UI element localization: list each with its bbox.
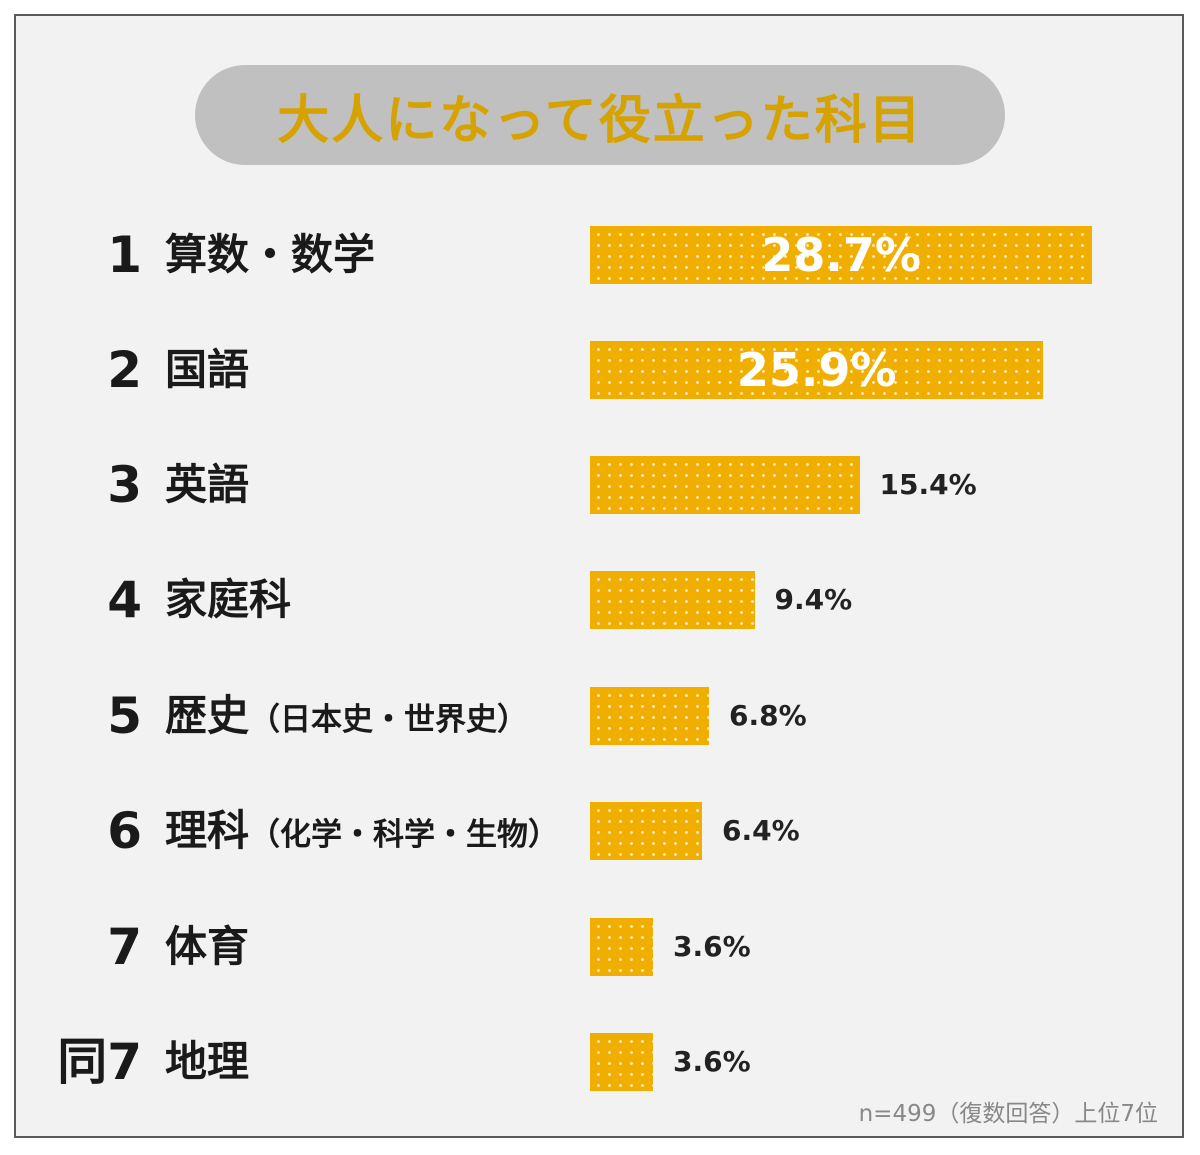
category-name: 家庭科 — [165, 575, 292, 624]
rank-label: 1 — [107, 226, 142, 284]
category-name: 地理 — [165, 1037, 250, 1086]
category-label: 体育 — [165, 917, 249, 977]
category-name: 体育 — [165, 922, 250, 971]
bar — [590, 571, 755, 629]
rank-label: 7 — [107, 918, 142, 976]
bar — [590, 341, 1044, 399]
chart-title: 大人になって役立った科目 — [277, 90, 923, 151]
rank-label: 6 — [107, 802, 142, 860]
category-label: 家庭科 — [165, 570, 291, 630]
data-label: 15.4% — [879, 468, 977, 501]
category-note: （化学・科学・生物） — [249, 817, 560, 853]
category-name: 歴史 — [165, 691, 250, 740]
bar-row: 1 算数・数学 28.7% — [0, 225, 1200, 285]
category-label: 国語 — [165, 340, 249, 400]
category-note: （日本史・世界史） — [249, 702, 529, 738]
category-label: 理科（化学・科学・生物） — [165, 801, 559, 861]
bar — [590, 918, 653, 976]
category-name: 国語 — [165, 345, 250, 394]
bar-row: 5 歴史（日本史・世界史） 6.8% — [0, 686, 1200, 746]
data-label: 9.4% — [774, 583, 853, 616]
bar-row: 3 英語 15.4% — [0, 455, 1200, 515]
bar-row: 6 理科（化学・科学・生物） 6.4% — [0, 801, 1200, 861]
category-label: 地理 — [165, 1032, 249, 1092]
category-label: 英語 — [165, 455, 249, 515]
rank-label: 4 — [107, 571, 142, 629]
bar-row: 同7 地理 3.6% — [0, 1032, 1200, 1092]
bar-row: 2 国語 25.9% — [0, 340, 1200, 400]
category-name: 理科 — [165, 806, 250, 855]
bar-row: 7 体育 3.6% — [0, 917, 1200, 977]
data-label: 25.9% — [736, 343, 897, 397]
sample-note: n=499（復数回答）上位7位 — [858, 1101, 1158, 1127]
data-label: 6.8% — [729, 699, 807, 732]
rank-label: 同7 — [57, 1033, 142, 1091]
category-name: 算数・数学 — [165, 230, 376, 279]
data-label: 28.7% — [761, 228, 921, 282]
bar — [590, 802, 702, 860]
category-name: 英語 — [165, 460, 250, 509]
rank-label: 3 — [107, 456, 142, 514]
bar — [590, 1033, 653, 1091]
data-label: 3.6% — [673, 930, 751, 963]
bar — [590, 456, 860, 514]
category-label: 歴史（日本史・世界史） — [165, 686, 528, 746]
data-label: 6.4% — [722, 814, 800, 847]
rank-label: 5 — [107, 687, 142, 745]
bar — [590, 687, 709, 745]
bar-row: 4 家庭科 9.4% — [0, 570, 1200, 630]
rank-label: 2 — [107, 341, 142, 399]
chart-title-pill: 大人になって役立った科目 — [195, 65, 1005, 165]
data-label: 3.6% — [673, 1045, 751, 1078]
bar — [590, 226, 1093, 284]
category-label: 算数・数学 — [165, 225, 375, 285]
